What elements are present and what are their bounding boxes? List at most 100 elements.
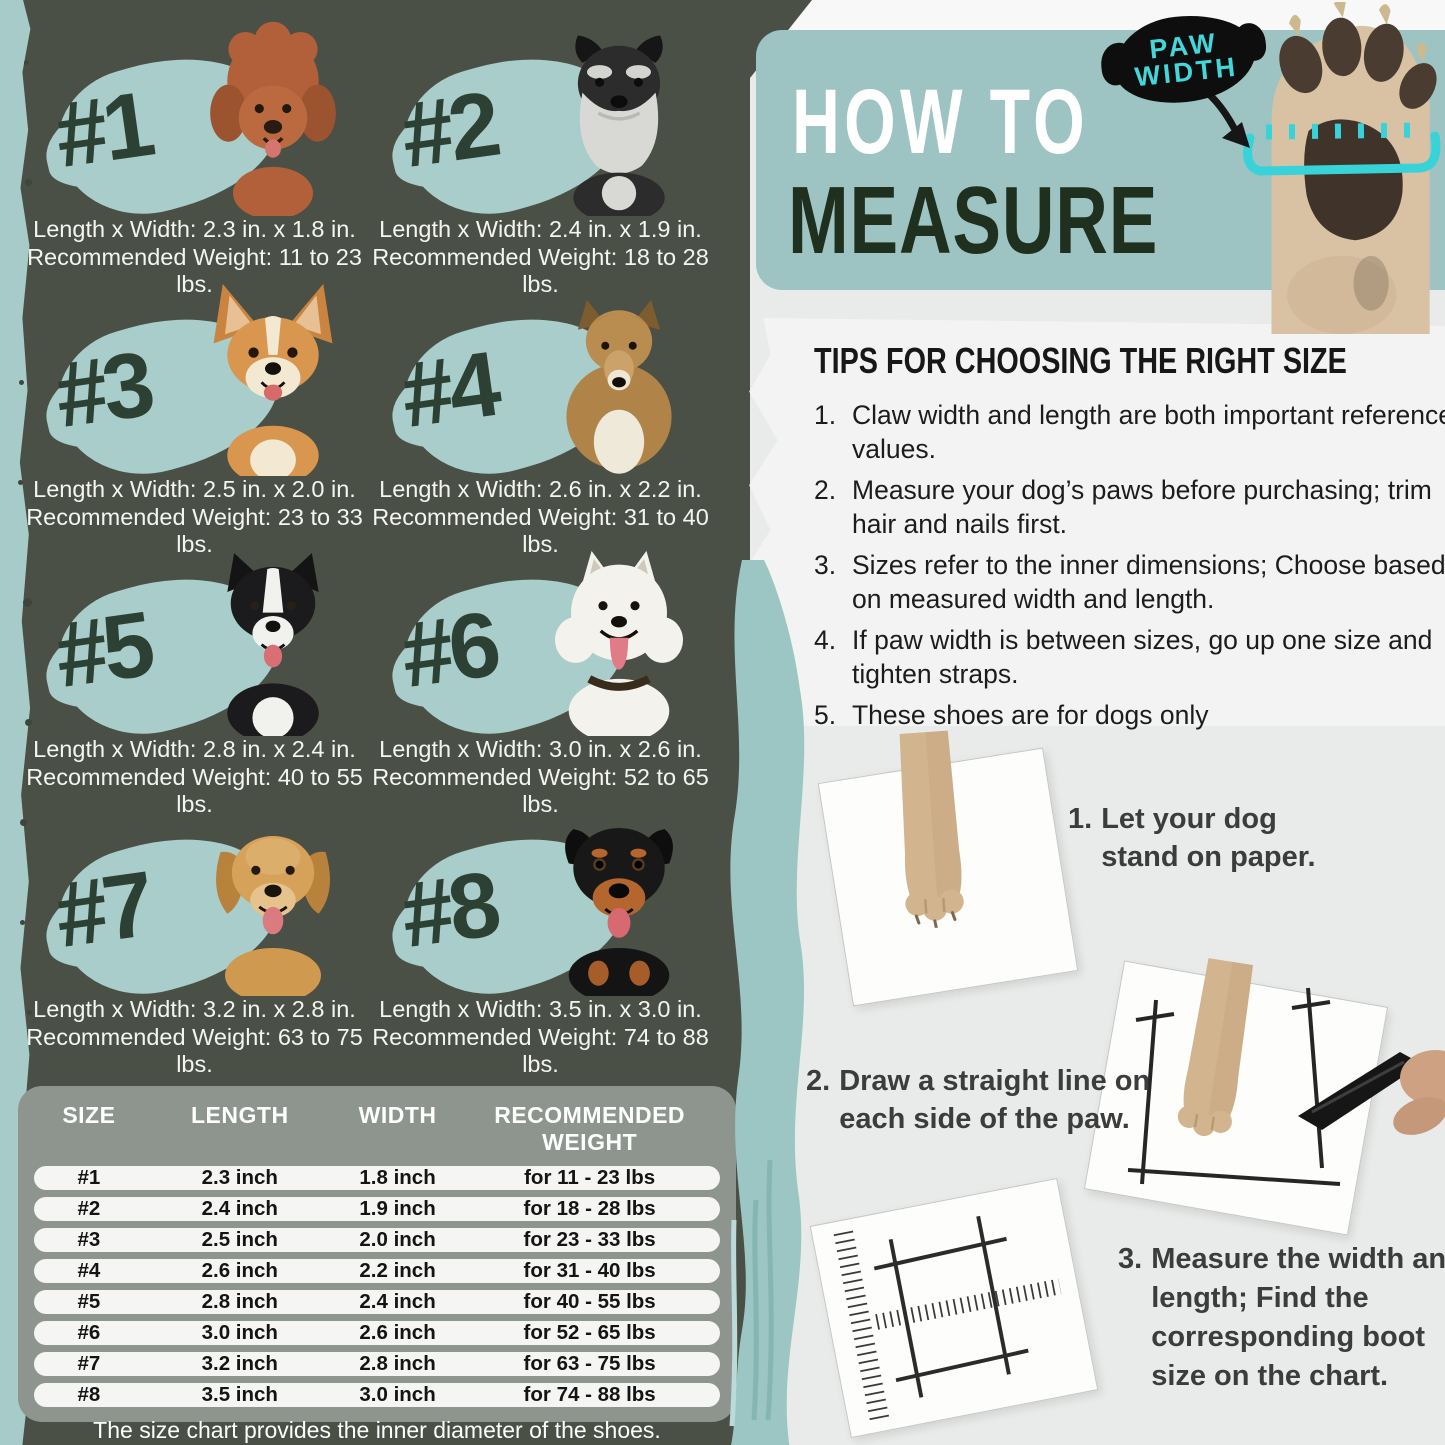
cell-size: #1 [77, 1166, 101, 1189]
table-row: #8 3.5 inch 3.0 inch for 74 - 88 lbs [34, 1383, 720, 1407]
dog-photo-schnauzer [573, 35, 665, 216]
size-label: #2 [395, 72, 503, 188]
size-card-4: #4 Length x Width: 2.6 in. x 2.2 in. Rec… [368, 272, 713, 557]
cell-size: #7 [77, 1352, 101, 1375]
step3-ruler [833, 1215, 1062, 1422]
step-label: Measure the width and length; Find the c… [1151, 1243, 1445, 1392]
cell-weight: for 40 - 55 lbs [523, 1290, 656, 1313]
size-weight: Recommended Weight: 18 to 28 lbs. [372, 244, 709, 297]
cell-length: 2.5 inch [201, 1228, 278, 1251]
tip-item: 3. Sizes refer to the inner dimensions; … [814, 548, 1445, 616]
dog-photo-rottweiler [565, 828, 673, 996]
tip-number: 2. [814, 475, 837, 505]
tip-number: 4. [814, 625, 837, 655]
size-weight: Recommended Weight: 63 to 75 lbs. [26, 1024, 363, 1077]
table-row: #6 3.0 inch 2.6 inch for 52 - 65 lbs [34, 1321, 720, 1345]
size-weight: Recommended Weight: 74 to 88 lbs. [372, 1024, 709, 1077]
size-chart-table: SIZE LENGTH WIDTH RECOMMENDED WEIGHT #1 … [18, 1086, 736, 1443]
size-dimensions: Length x Width: 2.8 in. x 2.4 in. [33, 736, 356, 762]
cell-width: 2.8 inch [359, 1352, 436, 1375]
cell-length: 3.2 inch [201, 1352, 278, 1375]
col-header-size: SIZE [62, 1102, 116, 1128]
teal-divider-brush [729, 560, 805, 1445]
table-row: #2 2.4 inch 1.9 inch for 18 - 28 lbs [34, 1197, 720, 1221]
col-header-weight: RECOMMENDED WEIGHT [494, 1102, 686, 1155]
tip-number: 3. [814, 550, 837, 580]
cell-width: 1.8 inch [359, 1166, 436, 1189]
cell-length: 2.6 inch [201, 1259, 278, 1282]
cell-length: 3.0 inch [201, 1321, 278, 1344]
pen-in-hand-icon [1298, 1050, 1445, 1135]
cell-weight: for 52 - 65 lbs [523, 1321, 656, 1344]
size-card-8: #8 Length x Width: 3.5 in. x 3.0 in. Rec… [368, 792, 713, 1077]
size-dimensions: Length x Width: 2.4 in. x 1.9 in. [379, 216, 702, 242]
tip-item: 5. These shoes are for dogs only [814, 698, 1445, 732]
size-label: #8 [395, 852, 503, 968]
table-header-row: SIZE LENGTH WIDTH RECOMMENDED WEIGHT [34, 1102, 720, 1156]
tip-text: If paw width is between sizes, go up one… [852, 625, 1433, 689]
size-card-1: #1 Length x Width: 2.3 in. x 1.8 in. Rec… [22, 12, 367, 297]
size-weight: Recommended Weight: 52 to 65 lbs. [372, 764, 709, 817]
step3-paper [809, 1177, 1099, 1439]
table-row: #7 3.2 inch 2.8 inch for 63 - 75 lbs [34, 1352, 720, 1376]
cell-width: 2.6 inch [359, 1321, 436, 1344]
tip-text: Measure your dog’s paws before purchasin… [852, 475, 1432, 539]
tip-number: 5. [814, 700, 837, 730]
cell-width: 1.9 inch [359, 1197, 436, 1220]
size-weight: Recommended Weight: 40 to 55 lbs. [26, 764, 363, 817]
size-label: #5 [49, 592, 157, 708]
size-dimensions: Length x Width: 3.0 in. x 2.6 in. [379, 736, 702, 762]
dog-photo-corgi [213, 284, 333, 476]
title-measure: MEASURE [788, 167, 1159, 274]
size-dimensions: Length x Width: 3.2 in. x 2.8 in. [33, 996, 356, 1022]
paw-photo [1271, 2, 1437, 334]
cell-length: 2.8 inch [201, 1290, 278, 1313]
size-label: #3 [49, 332, 157, 448]
step3-text: 3. Measure the width and length; Find th… [1118, 1240, 1445, 1396]
step2-paw [1177, 958, 1254, 1137]
col-header-length: LENGTH [191, 1102, 289, 1128]
cell-size: #3 [77, 1228, 101, 1251]
step2-text: 2. Draw a straight line on each side of … [806, 1062, 1158, 1138]
cell-width: 2.0 inch [359, 1228, 436, 1251]
cell-width: 3.0 inch [359, 1383, 436, 1406]
tip-text: These shoes are for dogs only [852, 700, 1209, 730]
tip-item: 1. Claw width and length are both import… [814, 398, 1445, 466]
step1-text: 1. Let your dog stand on paper. [1068, 800, 1326, 876]
cell-length: 2.3 inch [201, 1166, 278, 1189]
cell-weight: for 18 - 28 lbs [523, 1197, 656, 1220]
dog-photo-samoyed [555, 550, 683, 736]
tips-title: TIPS FOR CHOOSING THE RIGHT SIZE [814, 340, 1347, 381]
table-row: #3 2.5 inch 2.0 inch for 23 - 33 lbs [34, 1228, 720, 1252]
step-label: Draw a straight line on each side of the… [839, 1065, 1151, 1135]
table-row: #1 2.3 inch 1.8 inch for 11 - 23 lbs [34, 1166, 720, 1190]
table-footnote: The size chart provides the inner diamet… [93, 1417, 661, 1443]
size-card-7: #7 Length x Width: 3.2 in. x 2.8 in. Rec… [22, 792, 367, 1077]
tip-number: 1. [814, 400, 837, 430]
cell-weight: for 74 - 88 lbs [523, 1383, 656, 1406]
step1-paw [899, 730, 964, 930]
cell-size: #8 [77, 1383, 101, 1406]
table-row: #5 2.8 inch 2.4 inch for 40 - 55 lbs [34, 1290, 720, 1314]
size-label: #7 [49, 852, 157, 968]
dog-photo-poodle [210, 21, 336, 216]
size-label: #4 [395, 332, 503, 448]
tip-text: Claw width and length are both important… [852, 400, 1445, 464]
title-how-to: HOW TO [792, 71, 1089, 173]
col-header-width: WIDTH [358, 1102, 437, 1128]
size-card-5: #5 Length x Width: 2.8 in. x 2.4 in. Rec… [22, 532, 367, 817]
size-card-6: #6 Length x Width: 3.0 in. x 2.6 in. Rec… [368, 532, 713, 817]
size-dimensions: Length x Width: 2.5 in. x 2.0 in. [33, 476, 356, 502]
paw-width-bracket [1243, 122, 1441, 176]
cell-length: 3.5 inch [201, 1383, 278, 1406]
cell-width: 2.4 inch [359, 1290, 436, 1313]
size-dimensions: Length x Width: 2.3 in. x 1.8 in. [33, 216, 356, 242]
cell-length: 2.4 inch [201, 1197, 278, 1220]
size-label: #1 [49, 72, 157, 188]
dog-photo-border-collie [227, 553, 319, 736]
edge-speckles [24, 60, 29, 65]
table-row: #4 2.6 inch 2.2 inch for 31 - 40 lbs [34, 1259, 720, 1283]
cell-size: #5 [77, 1290, 101, 1313]
size-weight: Recommended Weight: 23 to 33 lbs. [26, 504, 363, 557]
